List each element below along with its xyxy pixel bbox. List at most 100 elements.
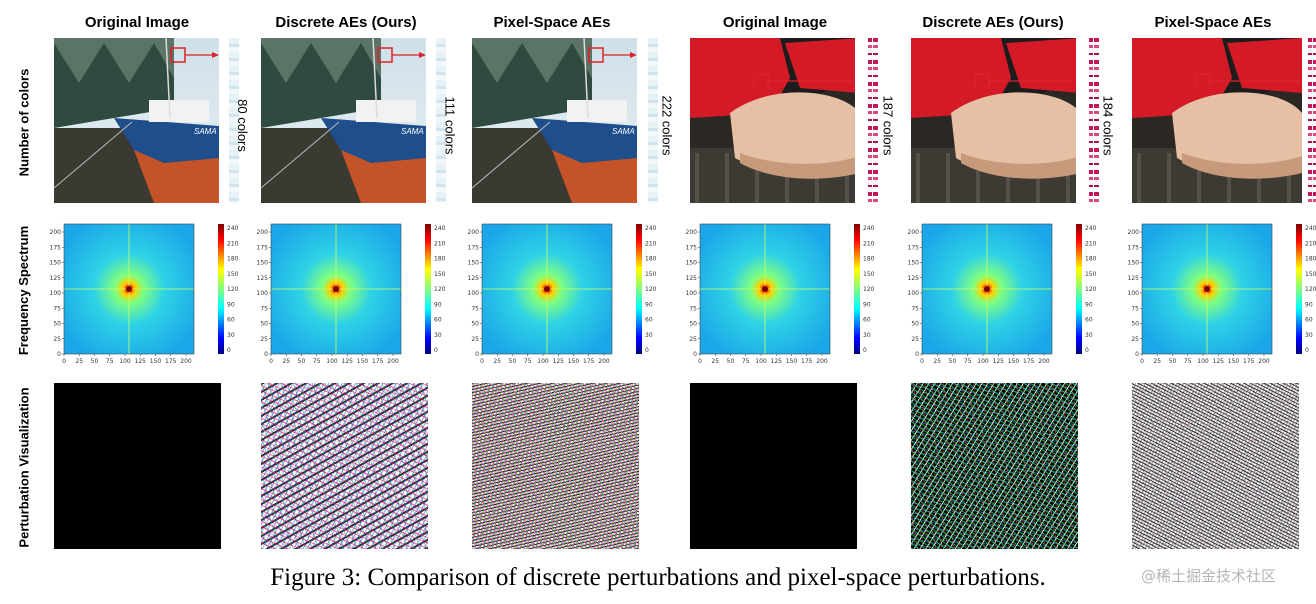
perturbation-map-discrete-ae	[911, 383, 1078, 549]
y-tick-label: 125	[257, 275, 269, 282]
colorbar-tick-label: 30	[434, 332, 442, 339]
x-tick-label: 75	[964, 358, 972, 365]
y-tick-label: 50	[911, 321, 919, 328]
colorbar-tick-label: 120	[863, 286, 875, 293]
perturbation-map-original	[54, 383, 221, 549]
row-label-perturbation-visualization: Perturbation Visualization	[16, 387, 32, 548]
zoom-color-strip	[648, 38, 658, 203]
colorbar-tick-label: 60	[1085, 317, 1093, 324]
x-tick-label: 125	[1213, 358, 1225, 365]
colorbar-tick-label: 90	[227, 301, 235, 308]
y-tick-label: 75	[689, 305, 697, 312]
column-title: Pixel-Space AEs	[493, 14, 611, 31]
column-title: Original Image	[84, 14, 190, 31]
x-tick-label: 200	[180, 358, 192, 365]
figure-caption: Figure 3: Comparison of discrete perturb…	[270, 564, 1046, 591]
colorbar-tick-label: 210	[1305, 240, 1316, 247]
colorbar-tick-label: 60	[227, 317, 235, 324]
y-tick-label: 175	[50, 244, 62, 251]
column-title: Discrete AEs (Ours)	[922, 14, 1064, 31]
x-tick-label: 150	[1228, 358, 1240, 365]
zoom-color-strip	[1089, 38, 1099, 203]
y-tick-label: 75	[471, 305, 479, 312]
colorbar-tick-label: 180	[645, 256, 657, 263]
colorbar-tick-label: 240	[434, 225, 446, 232]
ship-photo-original: SAMA	[54, 38, 219, 203]
x-tick-label: 75	[1184, 358, 1192, 365]
x-tick-label: 25	[75, 358, 83, 365]
colorbar-tick-label: 210	[227, 240, 239, 247]
colorbar-tick-label: 210	[863, 240, 875, 247]
x-tick-label: 175	[372, 358, 384, 365]
x-tick-label: 75	[106, 358, 114, 365]
y-tick-label: 0	[693, 351, 697, 358]
ship-photo-discrete-ae: SAMA	[261, 38, 426, 203]
y-tick-label: 25	[471, 336, 479, 343]
y-tick-label: 50	[53, 321, 61, 328]
y-tick-label: 25	[689, 336, 697, 343]
x-tick-label: 0	[698, 358, 702, 365]
x-tick-label: 125	[135, 358, 147, 365]
y-tick-label: 125	[50, 275, 62, 282]
colorbar-tick-label: 150	[434, 271, 446, 278]
x-tick-label: 0	[480, 358, 484, 365]
colorbar-tick-label: 180	[227, 256, 239, 263]
y-tick-label: 150	[257, 260, 269, 267]
colorbar	[218, 224, 224, 354]
y-tick-label: 0	[1135, 351, 1139, 358]
y-tick-label: 25	[53, 336, 61, 343]
x-tick-label: 125	[553, 358, 565, 365]
x-tick-label: 50	[1169, 358, 1177, 365]
arm-photo-discrete-ae	[911, 38, 1076, 203]
y-tick-label: 125	[468, 275, 480, 282]
colorbar-tick-label: 0	[1305, 347, 1309, 354]
y-tick-label: 0	[57, 351, 61, 358]
x-tick-label: 50	[298, 358, 306, 365]
colorbar-tick-label: 120	[1085, 286, 1097, 293]
colorbar-tick-label: 90	[1085, 301, 1093, 308]
arm-photo-original	[690, 38, 855, 203]
y-tick-label: 200	[468, 229, 480, 236]
y-tick-label: 150	[908, 260, 920, 267]
x-tick-label: 100	[1197, 358, 1209, 365]
frequency-spectrum-plot: 0 25 50 75 100 125 150 175 200 0 25 50 75 100 125 150 17…	[680, 218, 890, 368]
x-tick-label: 150	[150, 358, 162, 365]
zoom-color-strip	[436, 38, 446, 203]
perturbation-map-pixel-space-ae	[472, 383, 639, 549]
frequency-spectrum-plot: 0 25 50 75 100 125 150 175 200 0 25 50 75 100 125 150 17…	[44, 218, 254, 368]
x-tick-label: 25	[933, 358, 941, 365]
x-tick-label: 150	[1008, 358, 1020, 365]
x-tick-label: 50	[949, 358, 957, 365]
y-tick-label: 75	[911, 305, 919, 312]
y-tick-label: 175	[908, 244, 920, 251]
y-tick-label: 100	[908, 290, 920, 297]
column-title: Pixel-Space AEs	[1154, 14, 1272, 31]
frequency-spectrum-plot: 0 25 50 75 100 125 150 175 200 0 25 50 75 100 125 150 17…	[902, 218, 1112, 368]
y-tick-label: 200	[908, 229, 920, 236]
colorbar-tick-label: 120	[645, 286, 657, 293]
y-tick-label: 100	[1128, 290, 1140, 297]
color-count-label: 222 colors	[659, 95, 675, 155]
x-tick-label: 50	[509, 358, 517, 365]
x-tick-label: 175	[1243, 358, 1255, 365]
y-tick-label: 75	[260, 305, 268, 312]
x-tick-label: 100	[977, 358, 989, 365]
colorbar-tick-label: 180	[434, 256, 446, 263]
x-tick-label: 100	[119, 358, 131, 365]
y-tick-label: 125	[686, 275, 698, 282]
x-tick-label: 150	[568, 358, 580, 365]
colorbar-tick-label: 120	[227, 286, 239, 293]
x-tick-label: 175	[583, 358, 595, 365]
y-tick-label: 50	[471, 321, 479, 328]
colorbar-tick-label: 240	[227, 225, 239, 232]
y-tick-label: 100	[686, 290, 698, 297]
ship-name-text: SAMA	[612, 127, 635, 136]
x-tick-label: 200	[387, 358, 399, 365]
y-tick-label: 100	[50, 290, 62, 297]
y-tick-label: 200	[257, 229, 269, 236]
colorbar-tick-label: 30	[1305, 332, 1313, 339]
y-tick-label: 125	[908, 275, 920, 282]
y-tick-label: 75	[1131, 305, 1139, 312]
x-tick-label: 50	[727, 358, 735, 365]
column-title: Discrete AEs (Ours)	[275, 14, 417, 31]
